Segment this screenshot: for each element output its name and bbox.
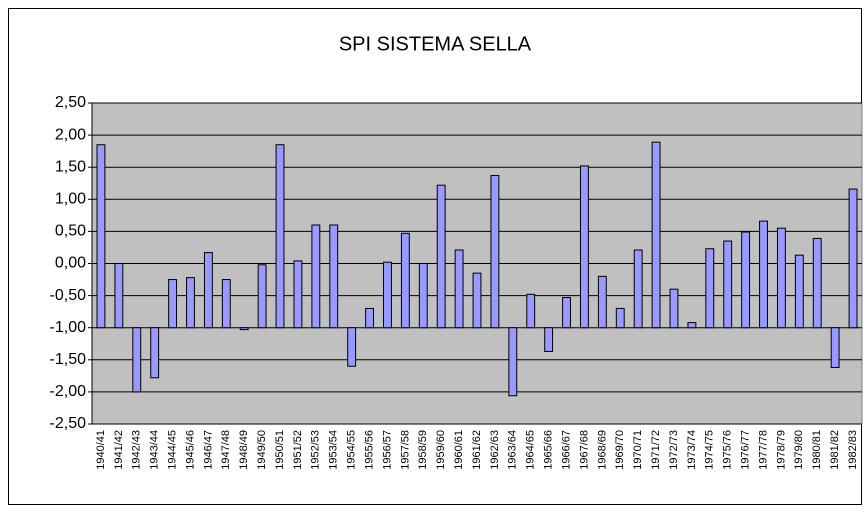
x-tick-label: 1967/68 <box>578 430 590 470</box>
bar <box>615 307 625 329</box>
bar <box>830 327 840 369</box>
bar <box>311 224 321 329</box>
bar <box>168 279 178 329</box>
bar <box>293 260 303 329</box>
y-tick-label: -1,00 <box>50 319 87 336</box>
chart-title: SPI SISTEMA SELLA <box>339 33 532 55</box>
bar <box>383 261 392 329</box>
x-tick-label: 1946/47 <box>202 430 214 470</box>
x-tick-label: 1970/71 <box>632 430 644 470</box>
x-tick-label: 1962/63 <box>489 430 501 470</box>
x-tick-label: 1976/77 <box>740 430 752 470</box>
x-tick-label: 1956/57 <box>381 430 393 470</box>
x-tick-label: 1945/46 <box>184 430 196 470</box>
x-tick-label: 1973/74 <box>686 430 698 470</box>
x-tick-label: 1965/66 <box>543 430 555 470</box>
bar <box>329 224 339 329</box>
bar <box>633 249 643 329</box>
bar <box>580 165 589 329</box>
y-tick-label: -1,50 <box>50 351 87 368</box>
y-tick-label: 2,50 <box>55 94 86 111</box>
bar <box>597 275 607 329</box>
x-tick-label: 1957/58 <box>399 430 411 470</box>
bar <box>651 141 661 329</box>
bar <box>132 327 142 393</box>
x-tick-label: 1949/50 <box>256 430 268 470</box>
bar <box>723 240 733 329</box>
x-tick-label: 1950/51 <box>274 430 286 470</box>
bar <box>347 327 357 367</box>
bar <box>436 184 446 329</box>
bar <box>776 227 786 329</box>
x-tick-label: 1980/81 <box>811 430 823 470</box>
x-tick-label: 1951/52 <box>292 430 304 470</box>
bar <box>400 232 410 329</box>
x-tick-label: 1974/75 <box>704 430 716 470</box>
bar <box>669 288 679 329</box>
x-tick-label: 1978/79 <box>775 430 787 470</box>
bar <box>705 248 715 329</box>
x-tick-label: 1943/44 <box>149 430 161 470</box>
x-tick-label: 1968/69 <box>596 430 608 470</box>
bar <box>812 237 822 329</box>
bar <box>96 144 106 329</box>
x-tick-label: 1961/62 <box>471 430 483 470</box>
y-tick-label: 0,00 <box>55 255 86 272</box>
bar <box>257 264 267 329</box>
bar <box>848 188 858 329</box>
x-tick-label: 1947/48 <box>220 430 232 470</box>
bar <box>239 327 249 331</box>
x-tick-label: 1955/56 <box>363 430 375 470</box>
bar <box>508 327 518 397</box>
bar <box>203 252 213 329</box>
x-tick-label: 1958/59 <box>417 430 429 470</box>
x-tick-label: 1982/83 <box>847 430 859 470</box>
y-tick-label: 0,50 <box>55 223 86 240</box>
x-tick-label: 1969/70 <box>614 430 626 470</box>
bar <box>562 297 571 329</box>
x-tick-label: 1972/73 <box>668 430 680 470</box>
x-tick-label: 1963/64 <box>507 430 519 470</box>
bar <box>186 277 195 329</box>
x-tick-label: 1977/78 <box>757 430 769 470</box>
y-tick-label: 2,00 <box>55 126 86 143</box>
x-tick-label: 1979/80 <box>793 430 805 470</box>
bar <box>544 327 554 352</box>
x-tick-label: 1948/49 <box>238 430 250 470</box>
x-tick-label: 1944/45 <box>166 430 178 470</box>
x-tick-label: 1971/72 <box>650 430 662 470</box>
x-tick-label: 1966/67 <box>560 430 572 470</box>
bar <box>365 307 374 329</box>
bar <box>114 263 124 329</box>
bar <box>490 175 500 329</box>
x-tick-label: 1940/41 <box>95 430 107 470</box>
x-tick-label: 1942/43 <box>131 430 143 470</box>
bar <box>759 220 768 329</box>
bar <box>275 144 285 329</box>
bar <box>472 272 482 329</box>
x-tick-label: 1981/82 <box>829 430 841 470</box>
bar <box>221 279 231 329</box>
bar <box>794 254 804 329</box>
y-tick-label: -2,50 <box>50 415 87 432</box>
bar <box>150 327 160 379</box>
bar <box>418 263 428 329</box>
x-tick-label: 1964/65 <box>525 430 537 470</box>
y-tick-label: -2,00 <box>50 383 87 400</box>
y-tick-label: 1,00 <box>55 191 86 208</box>
x-tick-label: 1959/60 <box>435 430 447 470</box>
x-tick-label: 1975/76 <box>722 430 734 470</box>
y-tick-label: 1,50 <box>55 158 86 175</box>
bar <box>526 293 536 329</box>
y-tick-label: -0,50 <box>50 287 87 304</box>
bar <box>454 249 464 329</box>
bar <box>741 231 751 329</box>
bar <box>687 322 697 329</box>
x-tick-label: 1953/54 <box>328 430 340 470</box>
x-tick-label: 1960/61 <box>453 430 465 470</box>
x-tick-label: 1952/53 <box>310 430 322 470</box>
x-tick-label: 1954/55 <box>346 430 358 470</box>
x-tick-label: 1941/42 <box>113 430 125 470</box>
